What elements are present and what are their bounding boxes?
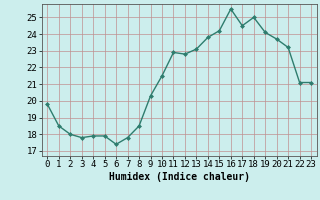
- X-axis label: Humidex (Indice chaleur): Humidex (Indice chaleur): [109, 172, 250, 182]
